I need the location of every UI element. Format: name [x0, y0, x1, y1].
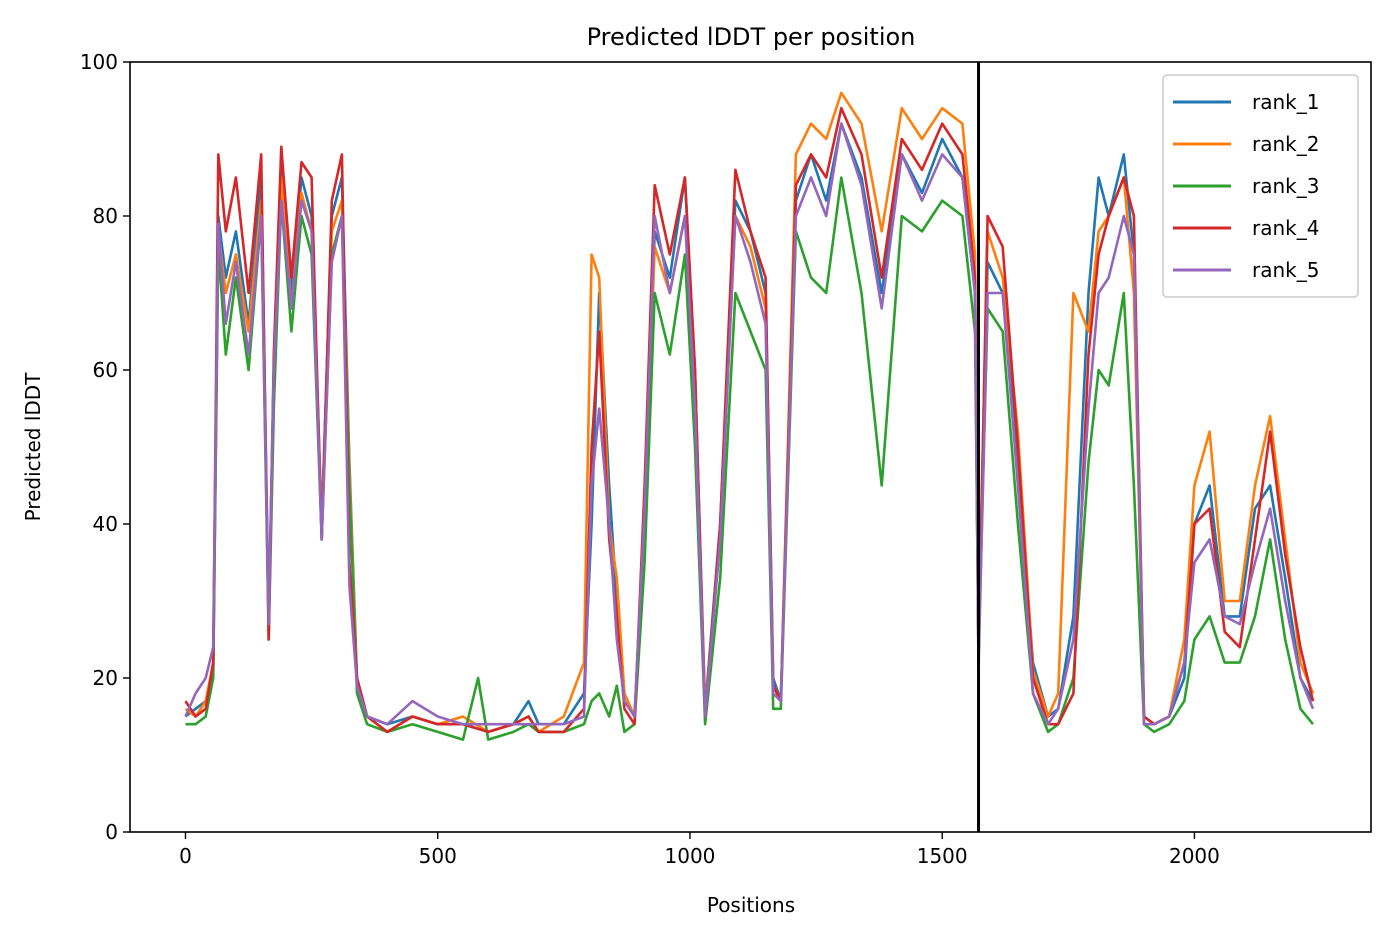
y-tick-label: 40 — [93, 512, 118, 536]
legend-label-rank_3: rank_3 — [1252, 174, 1319, 198]
x-axis-label: Positions — [707, 893, 795, 917]
axes-layer: 0 500 1000 1500 2000 0 20 40 60 80 100 — [80, 50, 1372, 868]
legend-box — [1162, 74, 1359, 298]
x-tick-label: 0 — [179, 844, 192, 868]
y-axis-label: Predicted lDDT — [21, 372, 45, 522]
x-tick-label: 1500 — [917, 844, 968, 868]
legend-label-rank_1: rank_1 — [1252, 90, 1319, 114]
x-tick-label: 2000 — [1169, 844, 1220, 868]
plot-frame — [129, 61, 1372, 833]
chart-title: Predicted lDDT per position — [587, 23, 916, 51]
legend-label-rank_5: rank_5 — [1252, 258, 1319, 282]
y-tick-label: 80 — [93, 204, 118, 228]
series-layer — [184, 62, 1315, 832]
legend-label-rank_4: rank_4 — [1252, 216, 1319, 240]
legend-label-rank_2: rank_2 — [1252, 132, 1319, 156]
y-tick-label: 100 — [80, 50, 118, 74]
x-tick-label: 1000 — [665, 844, 716, 868]
y-tick-label: 60 — [93, 358, 118, 382]
x-tick-label: 500 — [419, 844, 457, 868]
y-tick-label: 20 — [93, 666, 118, 690]
legend: rank_1 rank_2 rank_3 rank_4 rank_5 — [1162, 74, 1359, 298]
y-tick-label: 0 — [105, 820, 118, 844]
series-line-rank_5 — [184, 122, 1315, 726]
